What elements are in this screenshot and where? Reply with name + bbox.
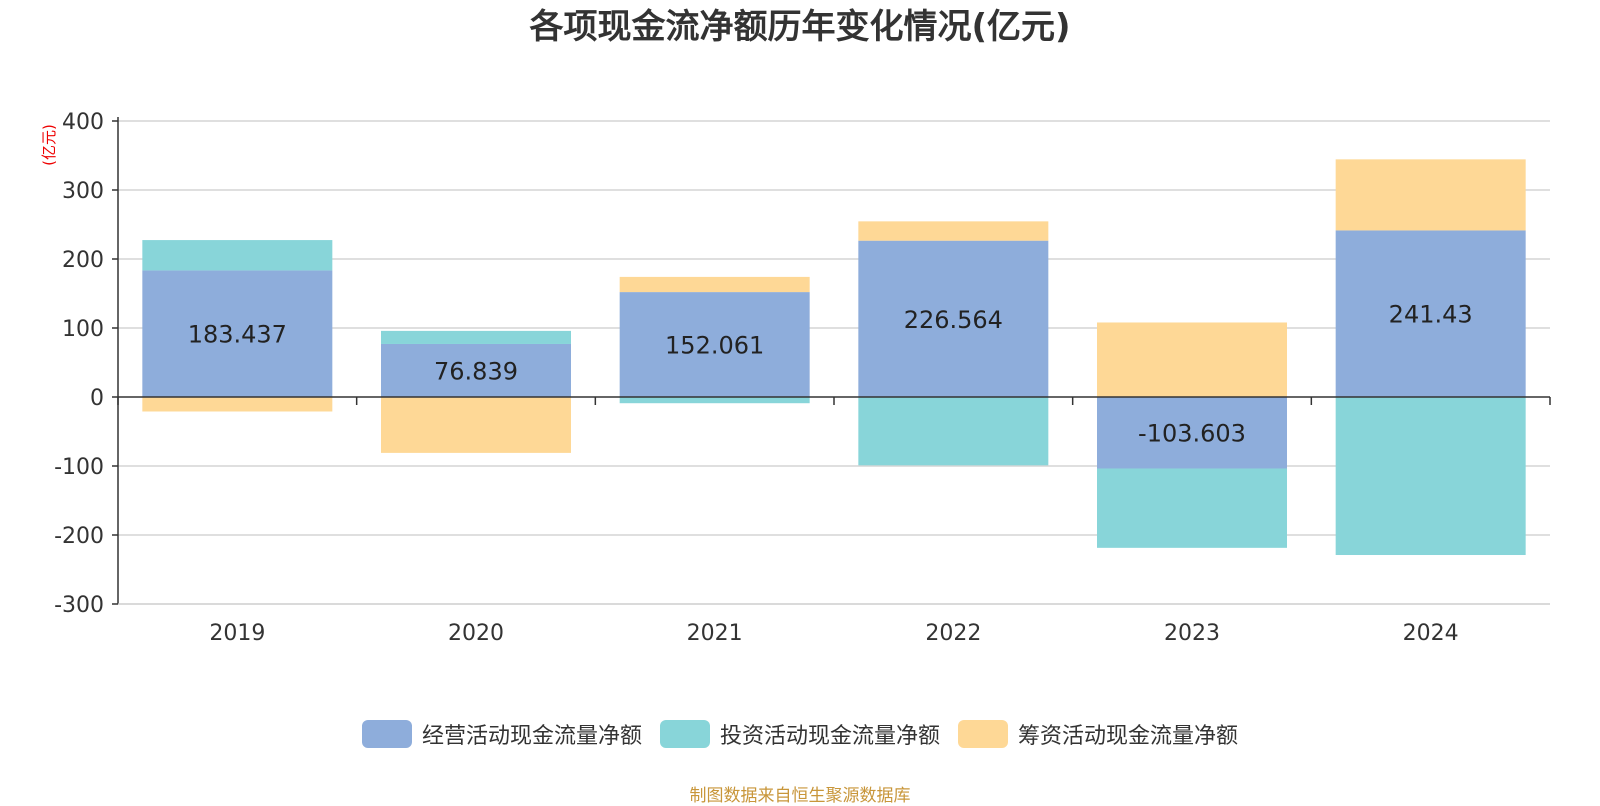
bar-segment [619, 397, 810, 404]
legend-swatch [958, 720, 1008, 748]
data-label: 76.839 [434, 357, 518, 385]
gridlines [118, 120, 1550, 605]
y-tick-label: 400 [62, 110, 104, 135]
data-label: 226.564 [904, 306, 1003, 334]
bar-segment [1097, 468, 1287, 548]
bar-segment [1335, 159, 1526, 231]
y-tick-label: -100 [54, 455, 104, 480]
bar-segment [381, 343, 571, 397]
x-tick-label: 2022 [925, 621, 981, 646]
bar-segment [142, 240, 333, 271]
bar-segment [1097, 397, 1287, 469]
bar-segment [1335, 397, 1526, 556]
bar-segment [381, 397, 571, 453]
data-label: 183.437 [188, 321, 287, 349]
bar-segment [619, 292, 810, 397]
legend-swatch [361, 720, 412, 748]
bars [142, 159, 1526, 556]
data-label: 152.061 [665, 332, 764, 360]
y-axis-unit-label: (亿元) [40, 124, 58, 166]
data-label: 241.43 [1389, 301, 1473, 329]
data-labels: 183.437 76.839 152.061 226.564 -103.603 241.4… [188, 301, 1473, 448]
y-tick-label: -200 [54, 524, 104, 549]
bar-segment [142, 397, 333, 412]
legend-label: 筹资活动现金流量净额 [1018, 724, 1239, 749]
y-tick-label: 300 [62, 179, 104, 204]
y-tick-label: -300 [54, 593, 104, 618]
legend-item[interactable]: 筹资活动现金流量净额 [958, 718, 1238, 750]
bar-segment [858, 240, 1049, 397]
bar-segment [619, 276, 810, 293]
legend-item[interactable]: 投资活动现金流量净额 [659, 718, 940, 750]
legend-item[interactable]: 经营活动现金流量净额 [361, 718, 642, 750]
chart-title: 各项现金流净额历年变化情况(亿元) [529, 7, 1071, 47]
bar-segment [1335, 230, 1526, 397]
axes: 400 300 200 100 0 -100 -200 -300 2019 2020 2021 202… [54, 110, 1551, 646]
bar-segment [858, 221, 1049, 241]
y-tick-label: 0 [90, 386, 104, 411]
source-footer: 制图数据来自恒生聚源数据库 [689, 786, 911, 806]
bar-segment [858, 397, 1049, 466]
legend-label: 投资活动现金流量净额 [719, 724, 940, 749]
bar-segment [1097, 322, 1287, 397]
legend-label: 经营活动现金流量净额 [421, 724, 642, 749]
x-tick-label: 2023 [1164, 621, 1220, 646]
x-tick-label: 2020 [448, 621, 504, 646]
bar-segment [381, 330, 571, 344]
bar-segment [142, 270, 333, 397]
y-tick-label: 100 [62, 317, 104, 342]
legend: 经营活动现金流量净额 投资活动现金流量净额 筹资活动现金流量净额 [0, 718, 1600, 750]
legend-swatch [659, 720, 710, 748]
y-tick-label: 200 [62, 248, 104, 273]
x-tick-label: 2021 [687, 621, 743, 646]
data-label: -103.603 [1138, 420, 1246, 448]
x-tick-label: 2024 [1403, 621, 1459, 646]
x-tick-label: 2019 [209, 621, 265, 646]
